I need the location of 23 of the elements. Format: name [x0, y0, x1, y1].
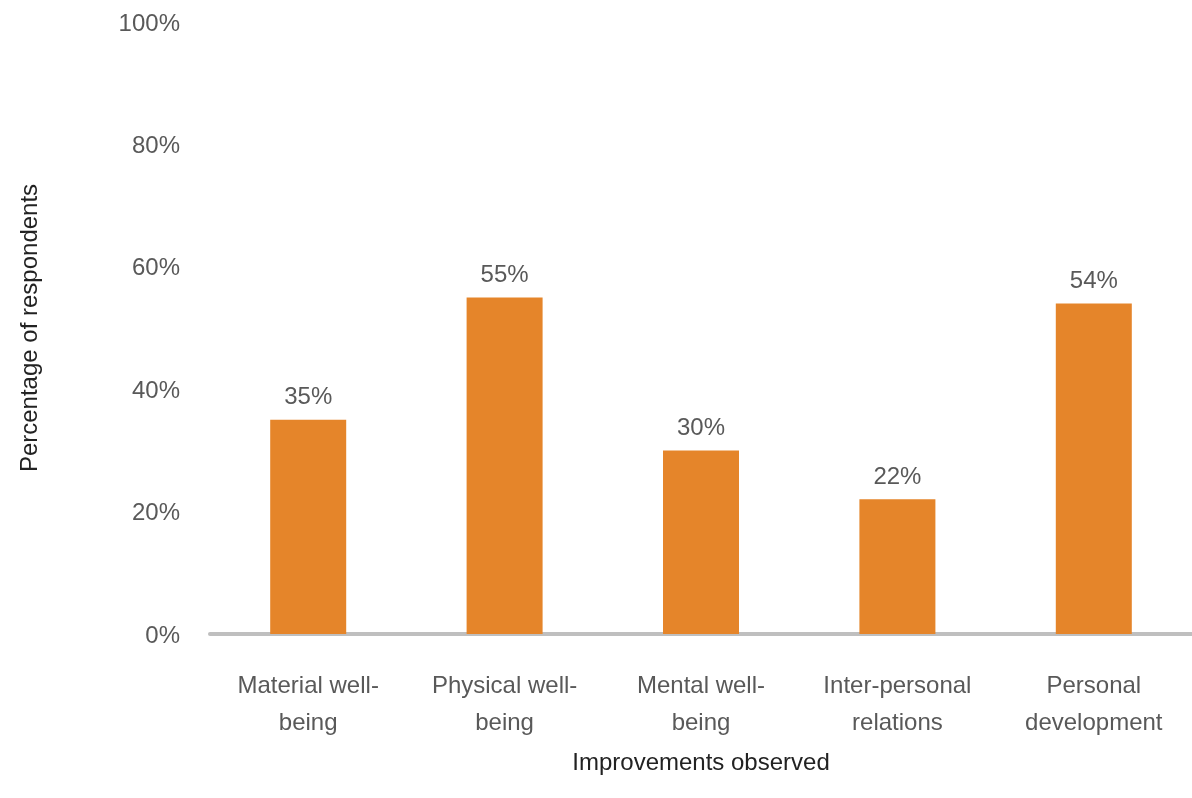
- y-axis-title: Percentage of respondents: [14, 183, 42, 473]
- bar: [270, 419, 347, 634]
- y-tick-label: 0%: [145, 620, 180, 648]
- y-tick-label: 40%: [131, 375, 180, 403]
- y-tick-label: 80%: [131, 130, 180, 158]
- x-tick-label: Material well-being: [237, 671, 379, 735]
- data-label: 35%: [284, 382, 333, 410]
- data-label: 55%: [480, 259, 529, 287]
- bar: [466, 297, 543, 634]
- y-tick-label: 100%: [118, 8, 180, 36]
- data-label: 30%: [676, 412, 726, 440]
- x-axis-title: Improvements observed: [572, 747, 830, 775]
- x-tick-label: Physical well-being: [431, 671, 578, 735]
- bar: [859, 499, 936, 634]
- bar: [663, 450, 739, 634]
- data-label: 54%: [1069, 266, 1118, 294]
- x-tick-label: Mental well-being: [636, 671, 766, 735]
- bar: [1055, 303, 1132, 634]
- y-tick-label: 60%: [131, 253, 180, 281]
- x-tick-label: Personal development: [1025, 671, 1163, 735]
- data-label: 22%: [873, 461, 922, 489]
- x-tick-label: Inter-personal relations: [823, 671, 972, 735]
- y-tick-label: 20%: [131, 498, 180, 526]
